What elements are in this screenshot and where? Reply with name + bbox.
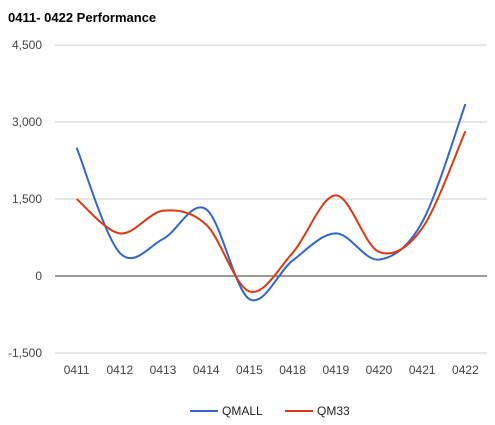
legend-label: QM33 [317,404,350,418]
legend-item-qm33[interactable]: QM33 [285,404,350,418]
series-line-qmall [75,103,467,302]
chart-title: 0411- 0422 Performance [8,10,156,25]
x-tick-label: 0415 [236,363,263,377]
data-point-qmall [246,296,252,302]
series-lines [74,101,468,302]
x-axis: 0411 0412 0413 0414 0415 0418 0419 0420 0421 0422 [64,363,479,377]
data-point-qm33 [74,196,80,202]
x-tick-label: 0420 [366,363,393,377]
data-point-qmall [376,257,382,263]
gridlines [55,44,487,354]
data-point-qm33 [160,208,166,214]
x-tick-label: 0411 [64,363,90,377]
y-tick-label: -1,500 [8,346,42,360]
x-tick-label: 0418 [279,363,306,377]
x-tick-label: 0419 [322,363,349,377]
data-point-qmall [333,230,339,236]
x-tick-label: 0422 [452,363,479,377]
y-tick-label: 1,500 [12,192,42,206]
legend-item-qmall[interactable]: QMALL [190,404,263,418]
data-point-qmall [203,206,209,212]
data-point-qmall [290,258,296,264]
x-tick-label: 0413 [150,363,177,377]
data-point-qm33 [290,250,296,256]
data-point-qmall [462,101,468,107]
legend: QMALL QM33 [190,404,350,418]
data-point-qm33 [419,225,425,231]
data-point-qm33 [117,230,123,236]
y-tick-label: 4,500 [12,38,42,52]
data-point-qmall [160,236,166,242]
data-point-qm33 [246,288,252,294]
x-tick-label: 0412 [106,363,133,377]
y-axis: -1,500 0 1,500 3,000 4,500 [8,38,42,360]
x-tick-label: 0421 [409,363,436,377]
data-point-qm33 [462,128,468,134]
data-point-qmall [74,145,80,151]
y-tick-label: 0 [35,269,42,283]
data-point-qmall [117,250,123,256]
data-point-qm33 [333,192,339,198]
y-tick-label: 3,000 [12,115,42,129]
data-point-qm33 [203,222,209,228]
data-point-qm33 [376,249,382,255]
legend-label: QMALL [222,404,263,418]
x-tick-label: 0414 [193,363,220,377]
series-line-qm33 [75,130,467,293]
